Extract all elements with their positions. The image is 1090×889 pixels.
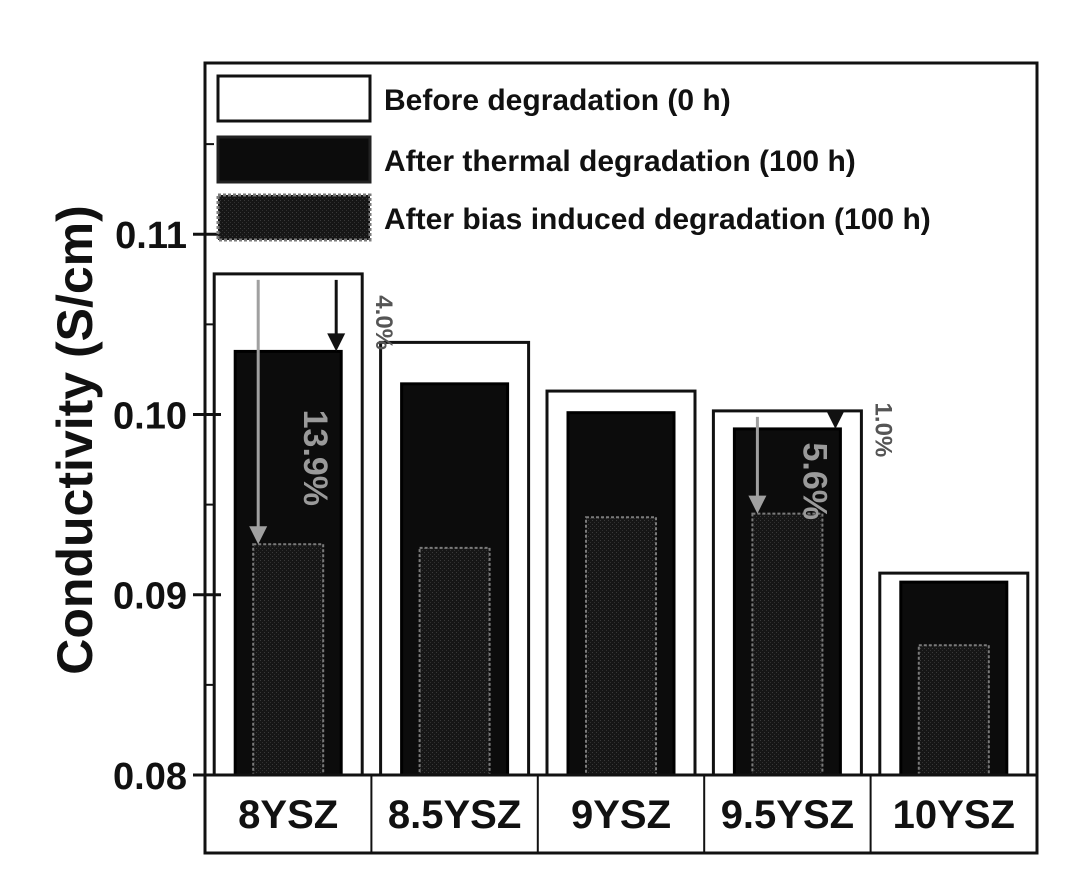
bar-bias-9-5ysz	[751, 512, 824, 777]
legend-label: After bias induced degradation (100 h)	[384, 203, 931, 236]
legend-swatch	[216, 74, 372, 123]
bars-bias-degradation	[252, 512, 990, 777]
bar-bias-9ysz	[585, 516, 657, 776]
legend-label: Before degradation (0 h)	[384, 84, 731, 117]
x-axis: 8YSZ 8.5YSZ 9YSZ 9.5YSZ 10YSZ	[238, 793, 1015, 837]
bar-bias-8-5ysz	[418, 546, 491, 777]
thermal-drop-arrow-head	[327, 333, 346, 352]
legend-label: After thermal degradation (100 h)	[384, 145, 856, 178]
bar-bias-8ysz	[252, 543, 325, 776]
category-row-frame	[203, 773, 1039, 855]
x-tick-label: 10YSZ	[893, 793, 1015, 837]
legend-swatch	[216, 193, 372, 242]
annotation-thermal-drop: 4.0%	[370, 295, 397, 350]
y-tick-label: 0.10	[113, 395, 187, 437]
thermal-drop-arrow-head	[826, 410, 845, 429]
annotation-bias-drop: 5.6%	[795, 443, 833, 521]
y-axis: 0.08 0.09 0.10 0.11	[113, 143, 221, 798]
y-axis-label: Conductivity (S/cm)	[47, 205, 103, 674]
annotation-bias-drop: 13.9%	[296, 410, 334, 506]
annotations: 4.0% 13.9% 1.0% 5.6%	[249, 279, 896, 545]
annotation-thermal-drop: 1.0%	[869, 403, 896, 458]
bar-bias-10ysz	[917, 644, 990, 776]
bias-drop-arrow-head	[249, 526, 268, 545]
bias-drop-arrow-head	[748, 495, 767, 514]
x-tick-label: 8.5YSZ	[388, 793, 521, 837]
y-tick-label: 0.08	[113, 756, 187, 798]
x-tick-label: 8YSZ	[238, 793, 338, 837]
category-dividers	[370, 775, 872, 853]
legend-swatch	[216, 135, 372, 184]
legend: Before degradation (0 h) After thermal de…	[216, 74, 931, 242]
x-tick-label: 9YSZ	[571, 793, 671, 837]
y-tick-label: 0.09	[113, 576, 187, 618]
x-tick-label: 9.5YSZ	[721, 793, 854, 837]
y-tick-label: 0.11	[115, 215, 187, 257]
